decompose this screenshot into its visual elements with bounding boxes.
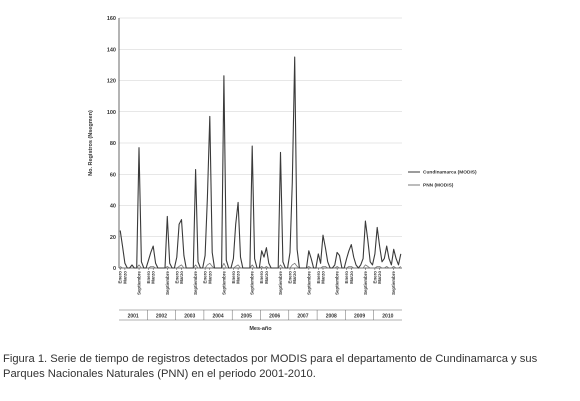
x-tick-label: Marzo (264, 271, 269, 284)
y-tick-label: 0 (113, 266, 116, 272)
figure-caption: Figura 1. Serie de tiempo de registros d… (3, 353, 538, 380)
x-tick-label: Marzo (122, 271, 127, 284)
x-tick-label: Enero (203, 271, 208, 284)
x-tick-label: Septiembre (278, 270, 283, 294)
year-label: 2005 (241, 314, 252, 320)
x-tick-label: Septiembre (165, 270, 170, 294)
x-tick-label: Enero (174, 271, 179, 284)
x-axis-ticks: Enero Marzo Septiembre Enero Marzo Septiembre… (118, 268, 396, 295)
year-labels: 2001 2002 2003 2004 2005 2006 2007 2008 2009 2010 (128, 310, 394, 320)
x-tick-label: Septiembre (250, 270, 255, 294)
x-tick-label: Marzo (179, 271, 184, 284)
x-tick-label: Enero (344, 271, 349, 284)
year-label: 2002 (156, 314, 167, 320)
x-tick-label: Septiembre (391, 270, 396, 294)
x-tick-label: Enero (146, 271, 151, 284)
year-label: 2009 (354, 314, 365, 320)
y-tick-label: 80 (110, 141, 116, 147)
y-tick-label: 140 (107, 47, 116, 53)
x-tick-label: Marzo (292, 271, 297, 284)
x-tick-label: Enero (259, 271, 264, 284)
x-tick-label: Septiembre (306, 270, 311, 294)
x-tick-label: Septiembre (193, 270, 198, 294)
y-tick-label: 40 (110, 204, 116, 210)
x-tick-label: Enero (231, 271, 236, 284)
x-tick-label: Marzo (377, 271, 382, 284)
x-axis-title: Mes-año (249, 326, 272, 332)
y-tick-label: 100 (107, 110, 116, 116)
y-axis-ticks: 0 20 40 60 80 100 120 140 160 (107, 16, 116, 272)
year-label: 2003 (184, 314, 195, 320)
x-tick-label: Enero (118, 271, 123, 284)
y-tick-label: 160 (107, 16, 116, 22)
y-tick-label: 60 (110, 172, 116, 178)
x-tick-label: Marzo (151, 271, 156, 284)
series-layer (119, 56, 402, 269)
x-tick-label: Enero (287, 271, 292, 284)
series-line (119, 56, 402, 269)
legend: Cundinamarca (MODIS) PNN (MODIS) (408, 170, 477, 189)
y-tick-label: 20 (110, 235, 116, 241)
x-tick-label: Septiembre (335, 270, 340, 294)
x-tick-label: Septiembre (137, 270, 142, 294)
year-label: 2007 (297, 314, 308, 320)
gridlines (119, 17, 402, 269)
x-tick-label: Enero (316, 271, 321, 284)
legend-label: Cundinamarca (MODIS) (423, 170, 477, 176)
year-label: 2010 (382, 314, 393, 320)
x-tick-label: Enero (372, 271, 377, 284)
x-tick-label: Marzo (236, 271, 241, 284)
year-label: 2006 (269, 314, 280, 320)
year-label: 2004 (212, 314, 223, 320)
x-tick-label: Marzo (320, 271, 325, 284)
year-label: 2001 (128, 314, 139, 320)
y-axis-title: No. Registros (Nsegmen) (88, 110, 94, 176)
x-tick-label: Septiembre (363, 270, 368, 294)
legend-label: PNN (MODIS) (423, 183, 454, 189)
x-tick-label: Marzo (207, 271, 212, 284)
y-tick-label: 120 (107, 79, 116, 85)
year-label: 2008 (326, 314, 337, 320)
series-line (119, 262, 402, 269)
x-tick-label: Marzo (349, 271, 354, 284)
x-tick-label: Septiembre (221, 270, 226, 294)
